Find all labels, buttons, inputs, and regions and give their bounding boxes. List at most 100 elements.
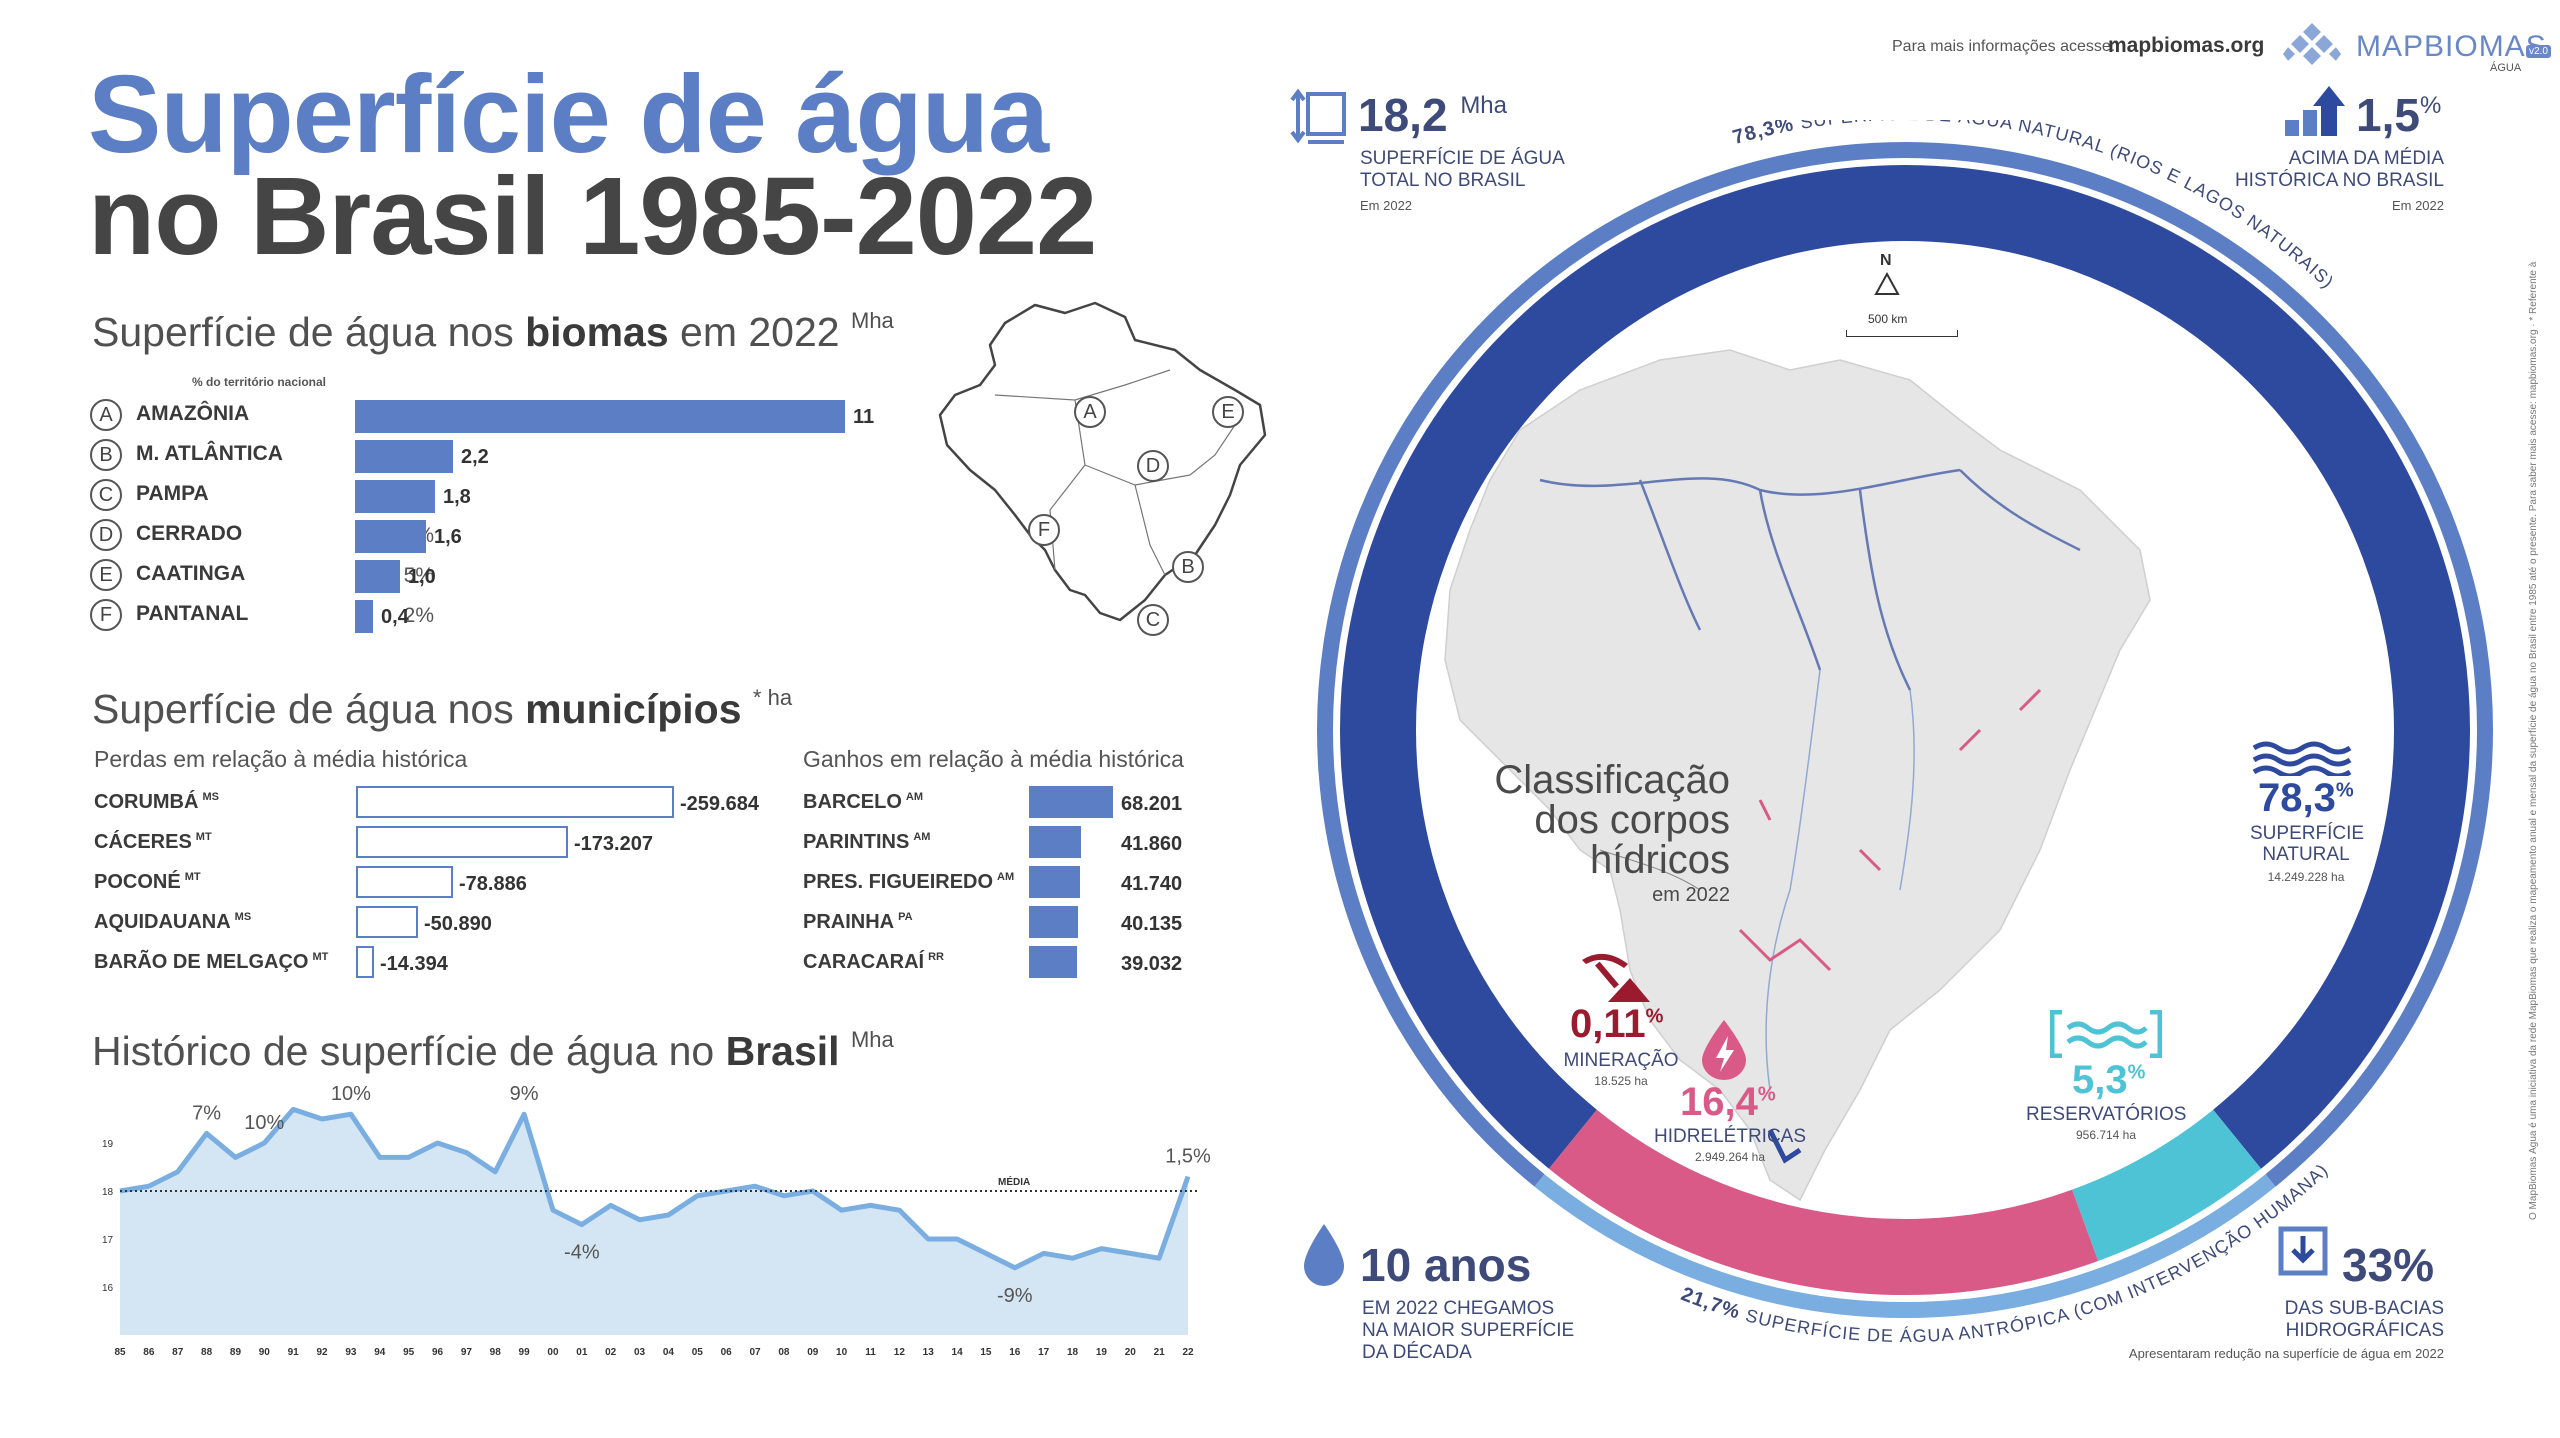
history-annotation: 10%: [244, 1112, 284, 1134]
state-code: MS: [202, 791, 219, 803]
page-title-line2: no Brasil 1985-2022: [88, 155, 1097, 278]
total-surface-note: Em 2022: [1360, 198, 1413, 213]
x-tick-label: 12: [894, 1347, 906, 1358]
decade-value: 10 anos: [1360, 1239, 1532, 1291]
map-biome-letter: A: [1074, 396, 1106, 428]
reservoir-pct: 5,3%: [2072, 1058, 2146, 1102]
x-tick-label: 00: [547, 1347, 559, 1358]
total-surface-label: SUPERFÍCIE DE ÁGUA TOTAL NO BRASIL: [1360, 148, 1565, 191]
municipality-name: AQUIDAUANA MS: [94, 911, 252, 933]
loss-bar: [356, 946, 374, 978]
losses-title: Perdas em relação à média histórica: [94, 746, 468, 772]
scale-label: 500 km: [1868, 312, 1908, 326]
reservoir-area: 956.714 ha: [2075, 1128, 2137, 1142]
biome-name: CAATINGA: [136, 562, 246, 585]
municipality-name: POCONÉ MT: [94, 871, 201, 893]
biome-value-label: 0,4: [381, 606, 409, 628]
history-annotation: 1,5%: [1165, 1146, 1211, 1168]
page-title-line1: Superfície de água: [88, 53, 1049, 176]
x-tick-label: 96: [432, 1347, 444, 1358]
municipality-name: CÁCERES MT: [94, 831, 212, 853]
natural-pct: 78,3%: [2258, 776, 2354, 820]
history-area-chart: MÉDIA 16 17 18 19 85 86 87 88 89 90 91 92 93 94 95 96 97 9…: [102, 1085, 1211, 1358]
history-annotation: 10%: [331, 1085, 371, 1105]
x-tick-label: 90: [259, 1347, 271, 1358]
loss-value-label: -14.394: [380, 953, 448, 975]
logo-version-badge: v2.0: [2526, 45, 2551, 58]
gain-row: BARCELO AM 68.201: [803, 785, 1203, 819]
x-tick-label: 04: [663, 1347, 675, 1358]
state-code: MS: [234, 911, 252, 923]
subbasins-value: 33%: [2342, 1239, 2435, 1291]
state-code: AM: [997, 871, 1015, 883]
x-tick-label: 91: [288, 1347, 300, 1358]
subbasins-label: DAS SUB-BACIAS HIDROGRÁFICAS: [2284, 1298, 2444, 1341]
x-tick-label: 14: [952, 1347, 964, 1358]
biome-row: BM. ATLÂNTICA12%2,2: [90, 438, 890, 474]
logo-sub: ÁGUA: [2490, 62, 2522, 74]
reservoir-label: RESERVATÓRIOS: [2026, 1104, 2187, 1125]
biome-letter-badge: D: [90, 519, 122, 551]
y-tick-label: 19: [102, 1139, 114, 1150]
loss-value-label: -78.886: [459, 873, 527, 895]
x-tick-label: 92: [316, 1347, 328, 1358]
municipalities-title: Superfície de água nos municípios * ha: [92, 685, 793, 732]
classification-title: Classificação dos corpos hídricos: [1494, 758, 1730, 882]
loss-row: CÁCERES MT -173.207: [94, 825, 794, 859]
biome-bar: [355, 560, 400, 593]
hydro-area: 2.949.264 ha: [1694, 1150, 1766, 1164]
history-area-fill: [120, 1109, 1188, 1335]
x-tick-label: 98: [490, 1347, 502, 1358]
north-arrow-label: N: [1880, 252, 1892, 269]
x-tick-label: 10: [836, 1347, 848, 1358]
y-tick-label: 16: [102, 1283, 114, 1294]
more-info-label: Para mais informações acesse:: [1892, 38, 2116, 55]
state-code: MT: [312, 951, 329, 963]
logo-text: MAPBIOMAS: [2356, 30, 2547, 63]
history-title: Histórico de superfície de água no Brasi…: [92, 1027, 894, 1074]
x-tick-label: 94: [374, 1347, 386, 1358]
biome-bar: [355, 520, 426, 553]
x-tick-label: 16: [1009, 1347, 1021, 1358]
loss-value-label: -259.684: [680, 793, 759, 815]
biome-name: M. ATLÂNTICA: [136, 442, 283, 465]
loss-value-label: -173.207: [574, 833, 653, 855]
x-tick-label: 02: [605, 1347, 617, 1358]
biome-bar: [355, 400, 845, 433]
history-annotation: 9%: [510, 1085, 539, 1105]
side-note: O MapBiomas Água é uma iniciativa da red…: [2528, 260, 2539, 1220]
total-surface-icon: [1290, 86, 1350, 151]
more-info-link[interactable]: mapbiomas.org: [2108, 34, 2265, 57]
x-tick-label: 85: [114, 1347, 126, 1358]
history-line: [119, 1106, 1191, 1271]
loss-bar: [356, 826, 568, 858]
classification-ring: 78,3% SUPERFÍCIE DE ÁGUA NATURAL (RIOS E…: [1317, 120, 2493, 1346]
reservoir-arc: [2071, 1109, 2262, 1262]
y-tick-label: 17: [102, 1235, 114, 1246]
x-tick-label: 17: [1038, 1347, 1050, 1358]
x-tick-label: 19: [1096, 1347, 1108, 1358]
classification-subtitle: em 2022: [1652, 884, 1730, 906]
map-biome-letter: C: [1137, 604, 1169, 636]
above-mean-label: ACIMA DA MÉDIA HISTÓRICA NO BRASIL: [2234, 148, 2444, 191]
x-tick-label: 05: [692, 1347, 704, 1358]
state-code: PA: [898, 911, 913, 923]
subbasins-note: Apresentaram redução na superfície de ág…: [2128, 1346, 2444, 1361]
biome-letter-badge: A: [90, 399, 122, 431]
loss-row: AQUIDAUANA MS -50.890: [94, 905, 794, 939]
mapbiomas-logo[interactable]: [2281, 20, 2343, 81]
municipality-name: PARINTINS AM: [803, 831, 931, 853]
biome-name: CERRADO: [136, 522, 243, 545]
x-tick-label: 87: [172, 1347, 184, 1358]
hydro-pct: 16,4%: [1680, 1080, 1776, 1124]
mining-pickaxe-icon: [1578, 950, 1650, 1007]
water-drop-icon: [1302, 1222, 1346, 1293]
municipality-name: CORUMBÁ MS: [94, 791, 219, 813]
gain-bar: [1029, 826, 1081, 858]
x-tick-label: 95: [403, 1347, 415, 1358]
biomes-title: Superfície de água nos biomas em 2022 Mh…: [92, 308, 894, 355]
loss-bar: [356, 866, 453, 898]
reservoir-icon: [2049, 1009, 2163, 1063]
biome-value-label: 1,8: [443, 486, 471, 508]
x-tick-label: 09: [807, 1347, 819, 1358]
